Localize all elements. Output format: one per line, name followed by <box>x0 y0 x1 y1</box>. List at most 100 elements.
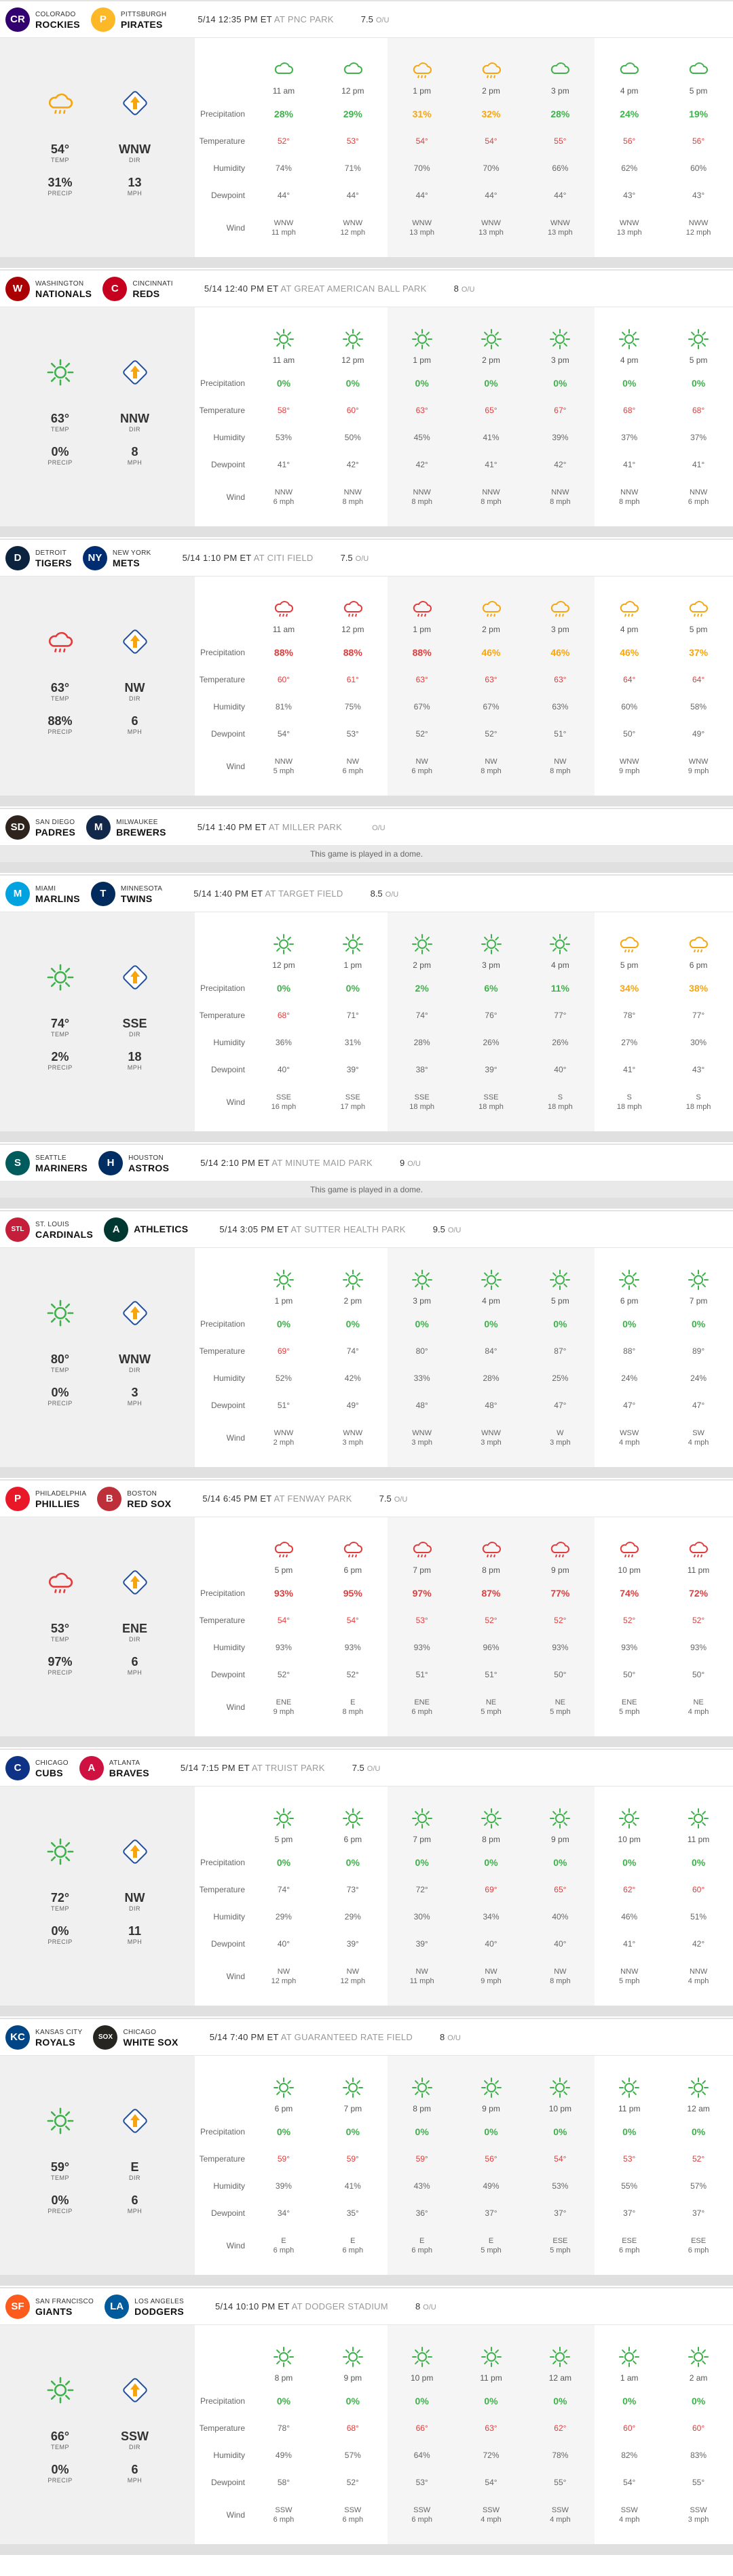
game-forecast: 72° TEMP 0% PRECIP NW DIR 11 MPH Precipitation Te… <box>0 1787 733 2016</box>
cloud-rain-icon <box>341 597 364 620</box>
team-away[interactable]: M MIAMI MARLINS <box>5 881 80 906</box>
wind-direction-icon <box>120 2106 150 2136</box>
team-home[interactable]: A ATLANTA BRAVES <box>79 1755 149 1780</box>
team-home[interactable]: SOX CHICAGO WHITE SOX <box>93 2025 178 2050</box>
hour-time: 5 pm <box>689 355 708 365</box>
wind-value: NNW 8 mph <box>343 478 364 516</box>
wind-value: SSW 4 mph <box>481 2496 502 2534</box>
wind-value: NNW 8 mph <box>550 478 571 516</box>
wind-speed: 8 mph <box>550 767 571 775</box>
hour-column: 7 pm 0% 89° 24% 47° SW 4 mph <box>664 1248 733 1467</box>
team-home[interactable]: C CINCINNATI REDS <box>102 276 173 301</box>
precip-value: 0% <box>415 2126 429 2137</box>
summary-temp: 63° <box>50 680 70 695</box>
team-home[interactable]: P PITTSBURGH PIRATES <box>90 7 166 32</box>
temp-value: 80° <box>415 1346 428 1356</box>
temp-value: 62° <box>554 2423 567 2433</box>
hour-time: 10 pm <box>618 1835 641 1844</box>
summary-precip: 97% <box>48 1654 73 1668</box>
team-away[interactable]: P PHILADELPHIA PHILLIES <box>5 1486 86 1511</box>
summary-weather: 63° TEMP 88% PRECIP <box>23 627 98 746</box>
hour-time: 2 pm <box>482 625 500 634</box>
summary-wind: WNW DIR 13 MPH <box>98 88 172 208</box>
ou-value: 8 <box>453 284 459 294</box>
temp-label: TEMP <box>50 2443 69 2451</box>
humidity-value: 93% <box>275 1643 292 1652</box>
wind-value: ESE 5 mph <box>550 2227 571 2265</box>
hourly-table: Precipitation Temperature Humidity Dewpoint… <box>195 307 733 526</box>
hour-time: 9 pm <box>551 1835 569 1844</box>
summary-weather: 66° TEMP 0% PRECIP <box>23 2375 98 2495</box>
humidity-label: Humidity <box>213 433 245 442</box>
hour-column: 6 pm 95% 54° 93% 52° E 8 mph <box>318 1517 388 1736</box>
dir-label: DIR <box>129 425 140 433</box>
at-label: AT <box>280 284 292 294</box>
hour-time: 6 pm <box>689 960 708 970</box>
temp-value: 84° <box>485 1346 497 1356</box>
team-away[interactable]: SF SAN FRANCISCO GIANTS <box>5 2294 94 2319</box>
team-home[interactable]: LA LOS ANGELES DODGERS <box>105 2294 184 2319</box>
hour-column: 11 am 0% 58° 53% 41° NNW 6 mph <box>249 307 318 526</box>
team-away[interactable]: D DETROIT TIGERS <box>5 545 72 570</box>
dewpoint-value: 42° <box>346 460 359 469</box>
team-name: HOUSTON ASTROS <box>128 1153 169 1173</box>
cloud-rain-icon <box>480 597 503 620</box>
temp-value: 52° <box>692 2154 705 2164</box>
precip-value: 28% <box>550 109 570 119</box>
temp-value: 64° <box>623 675 636 684</box>
dewpoint-value: 40° <box>277 1065 290 1074</box>
team-home[interactable]: M MILWAUKEE BREWERS <box>86 815 166 840</box>
game-time: 5/14 7:15 PM ET AT TRUIST PARK <box>181 1763 325 1773</box>
precip-value: 2% <box>415 983 429 994</box>
team-city: MINNESOTA <box>120 884 163 893</box>
dir-label: DIR <box>129 695 140 702</box>
dewpoint-value: 35° <box>346 2208 359 2218</box>
team-away[interactable]: CR COLORADO ROCKIES <box>5 7 80 32</box>
team-away[interactable]: SD SAN DIEGO PADRES <box>5 815 75 840</box>
hour-column: 5 pm 19% 56° 60% 43° NWW 12 mph <box>664 38 733 257</box>
wind-dir: E <box>350 1698 356 1706</box>
dewpoint-label: Dewpoint <box>210 191 245 200</box>
team-city: NEW YORK <box>112 549 151 557</box>
sun-icon <box>687 328 710 351</box>
team-home[interactable]: A ATHLETICS <box>104 1217 188 1242</box>
temp-value: 69° <box>277 1346 290 1356</box>
hour-column: 5 pm 0% 74° 29% 40° NW 12 mph <box>249 1787 318 2006</box>
dir-label: DIR <box>129 1030 140 1038</box>
temp-value: 52° <box>623 1616 636 1625</box>
dewpoint-value: 38° <box>415 1065 428 1074</box>
precip-value: 74% <box>620 1588 639 1599</box>
sun-icon <box>411 2345 434 2368</box>
game-header: STL ST. LOUIS CARDINALS A ATHLETICS 5/14 3:05… <box>0 1210 733 1248</box>
team-home[interactable]: NY NEW YORK METS <box>82 545 151 570</box>
humidity-value: 60% <box>690 163 707 173</box>
team-away[interactable]: C CHICAGO CUBS <box>5 1755 69 1780</box>
wind-speed: 16 mph <box>271 1103 297 1111</box>
temp-value: 68° <box>692 406 705 415</box>
team-home[interactable]: T MINNESOTA TWINS <box>90 881 163 906</box>
temp-value: 66° <box>415 2423 428 2433</box>
humidity-label: Humidity <box>213 1643 245 1652</box>
team-away[interactable]: KC KANSAS CITY ROYALS <box>5 2025 82 2050</box>
wind-dir: NNW <box>482 488 500 496</box>
team-home[interactable]: B BOSTON RED SOX <box>97 1486 171 1511</box>
away-team-logo: W <box>5 276 30 301</box>
wind-value: WNW 9 mph <box>619 747 640 785</box>
at-label: AT <box>271 1158 283 1168</box>
hour-time: 12 am <box>687 2104 710 2113</box>
team-away[interactable]: W WASHINGTON NATIONALS <box>5 276 92 301</box>
team-away[interactable]: STL ST. LOUIS CARDINALS <box>5 1217 93 1242</box>
away-team-logo: S <box>5 1150 30 1175</box>
humidity-value: 30% <box>690 1038 707 1047</box>
team-home[interactable]: H HOUSTON ASTROS <box>98 1150 169 1175</box>
sun-icon <box>618 1807 641 1830</box>
dewpoint-value: 44° <box>277 191 290 200</box>
over-under: 8 O/U <box>440 2032 461 2042</box>
wind-dir: WSW <box>620 1429 639 1437</box>
game-summary: 63° TEMP 0% PRECIP NNW DIR 8 MPH <box>0 307 195 526</box>
team-away[interactable]: S SEATTLE MARINERS <box>5 1150 88 1175</box>
precipitation-label: Precipitation <box>200 648 245 657</box>
game-card: KC KANSAS CITY ROYALS SOX CHICAGO WHITE SOX 5/… <box>0 2018 733 2287</box>
away-team-logo: M <box>5 881 30 906</box>
game-datetime: 5/14 12:40 PM ET <box>204 284 279 294</box>
